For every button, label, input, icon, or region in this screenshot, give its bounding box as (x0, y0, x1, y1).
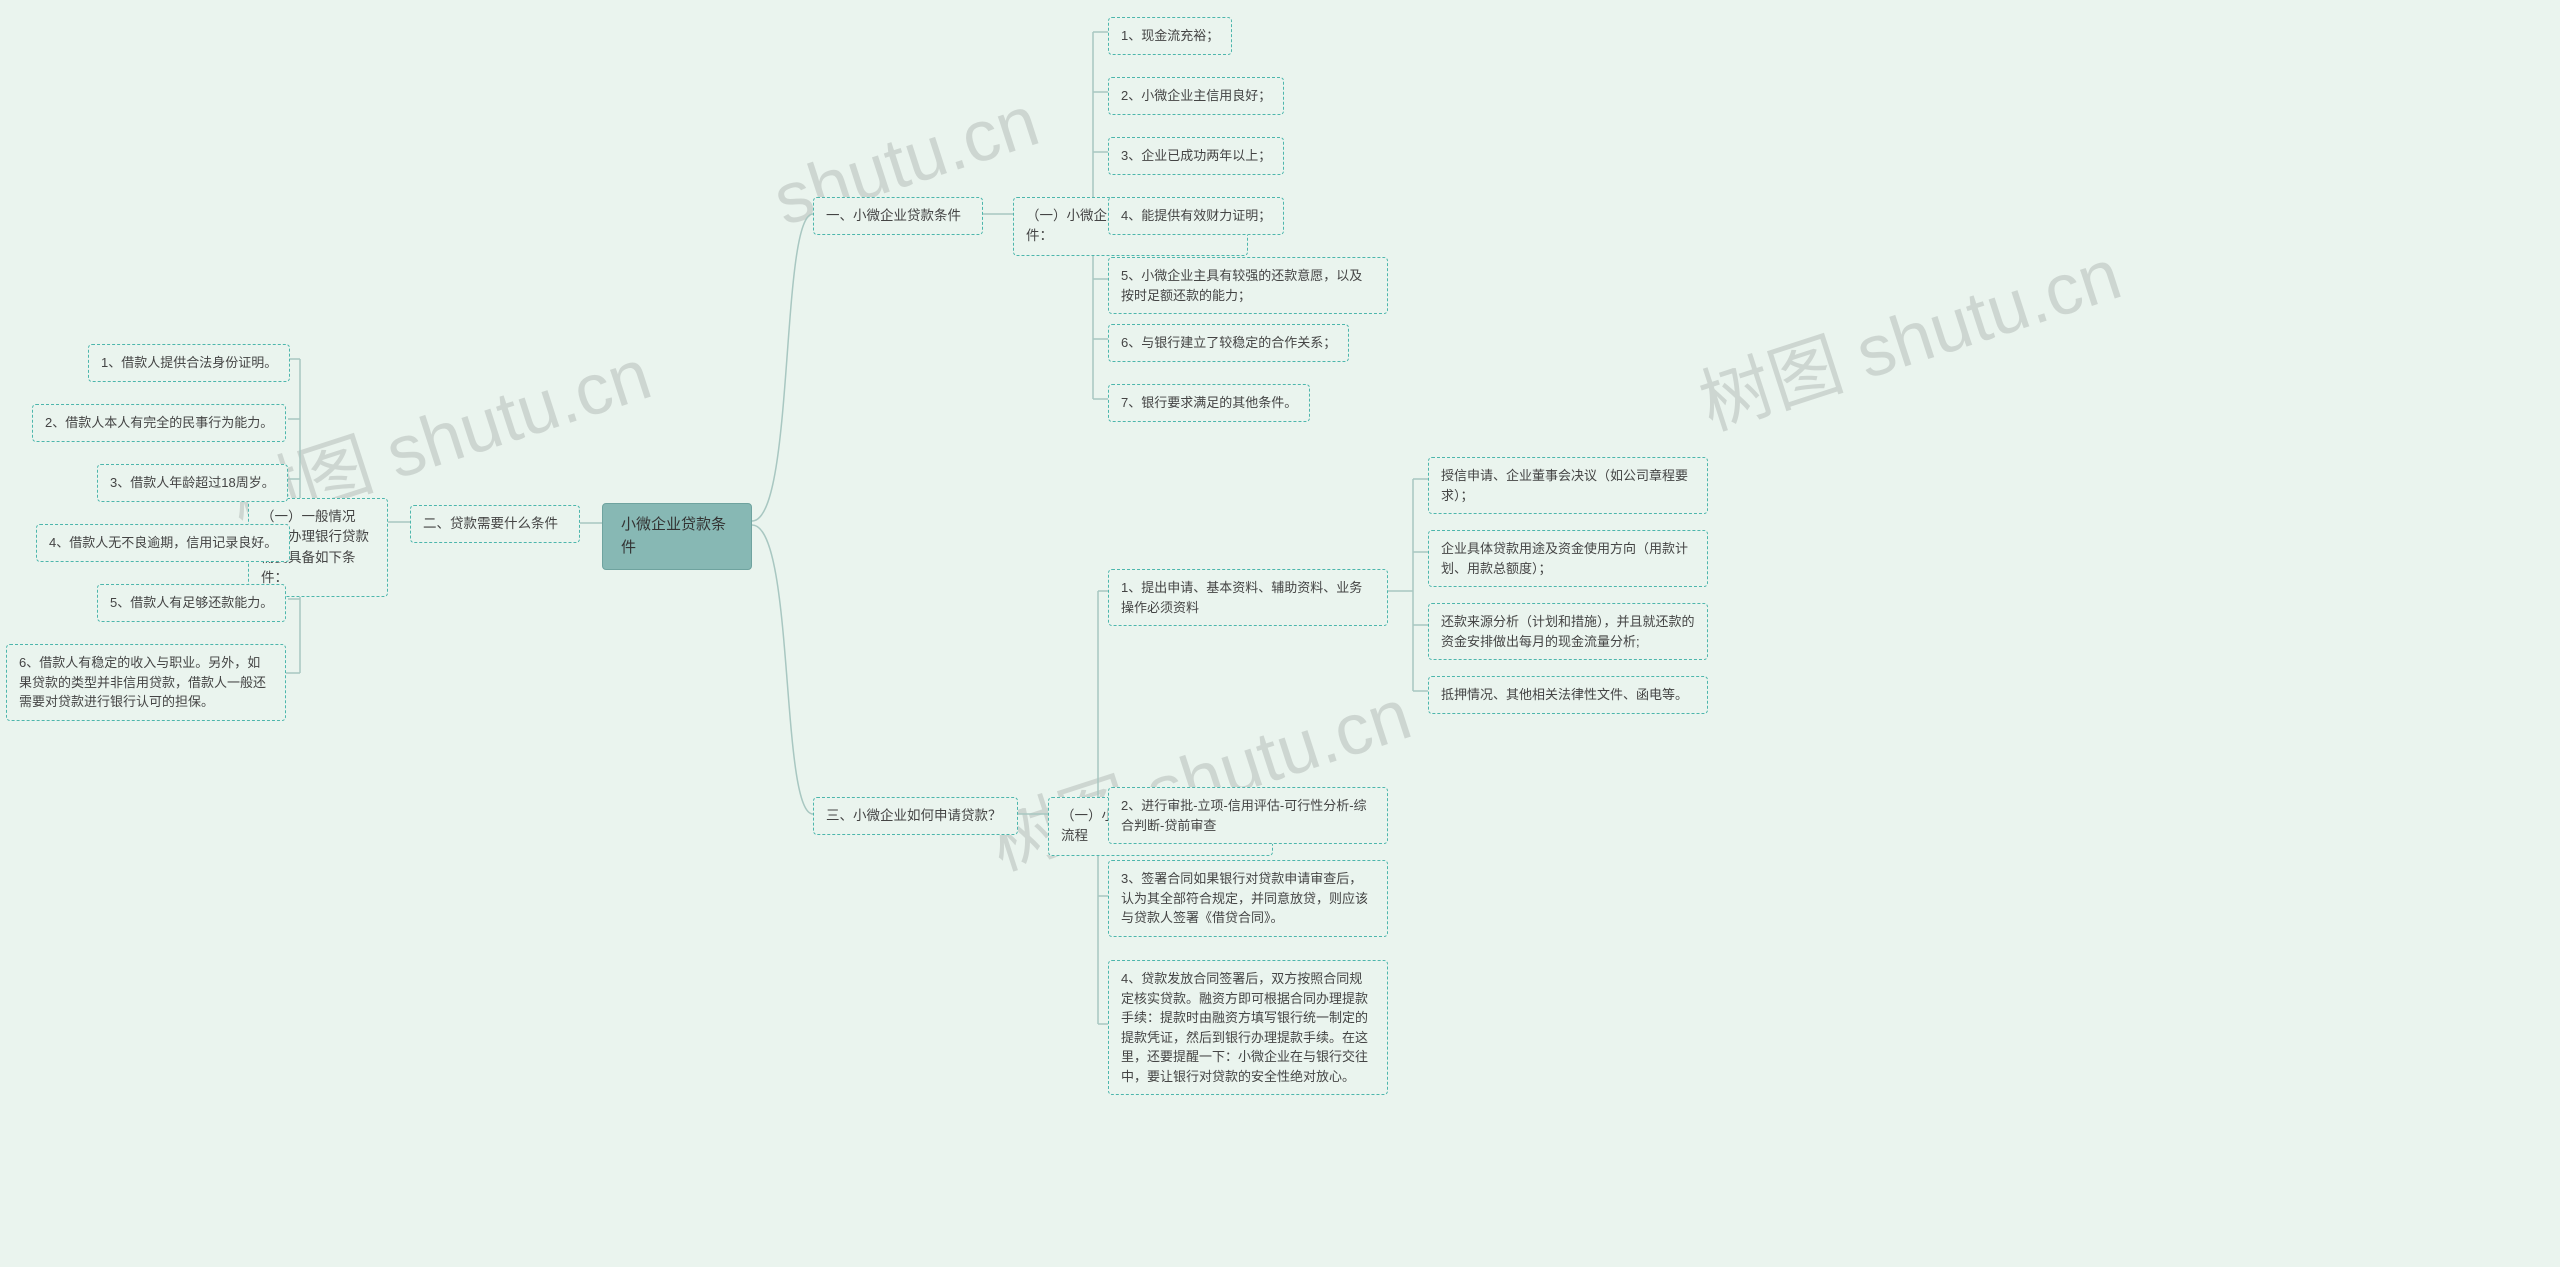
b2-leaf-2[interactable]: 2、借款人本人有完全的民事行为能力。 (32, 404, 286, 442)
b1-leaf-4[interactable]: 4、能提供有效财力证明； (1108, 197, 1284, 235)
branch-3[interactable]: 三、小微企业如何申请贷款？ (813, 797, 1018, 835)
b3-leaf-1[interactable]: 1、提出申请、基本资料、辅助资料、业务操作必须资料 (1108, 569, 1388, 626)
b2-leaf-4[interactable]: 4、借款人无不良逾期，信用记录良好。 (36, 524, 290, 562)
b3-leaf-3[interactable]: 3、签署合同如果银行对贷款申请审查后，认为其全部符合规定，并同意放贷，则应该与贷… (1108, 860, 1388, 937)
b3l1-child-4[interactable]: 抵押情况、其他相关法律性文件、函电等。 (1428, 676, 1708, 714)
branch-1[interactable]: 一、小微企业贷款条件 (813, 197, 983, 235)
b1-leaf-3[interactable]: 3、企业已成功两年以上； (1108, 137, 1284, 175)
b1-leaf-7[interactable]: 7、银行要求满足的其他条件。 (1108, 384, 1310, 422)
b2-leaf-6[interactable]: 6、借款人有稳定的收入与职业。另外，如果贷款的类型并非信用贷款，借款人一般还需要… (6, 644, 286, 721)
b3l1-child-3[interactable]: 还款来源分析（计划和措施），并且就还款的资金安排做出每月的现金流量分析; (1428, 603, 1708, 660)
b1-leaf-6[interactable]: 6、与银行建立了较稳定的合作关系； (1108, 324, 1349, 362)
b1-leaf-1[interactable]: 1、现金流充裕； (1108, 17, 1232, 55)
b3-leaf-4[interactable]: 4、贷款发放合同签署后，双方按照合同规定核实贷款。融资方即可根据合同办理提款手续… (1108, 960, 1388, 1095)
b2-leaf-5[interactable]: 5、借款人有足够还款能力。 (97, 584, 286, 622)
root-node[interactable]: 小微企业贷款条件 (602, 503, 752, 570)
b3l1-child-2[interactable]: 企业具体贷款用途及资金使用方向（用款计划、用款总额度）； (1428, 530, 1708, 587)
branch-2[interactable]: 二、贷款需要什么条件 (410, 505, 580, 543)
b2-leaf-1[interactable]: 1、借款人提供合法身份证明。 (88, 344, 290, 382)
b2-leaf-3[interactable]: 3、借款人年龄超过18周岁。 (97, 464, 288, 502)
b3l1-child-1[interactable]: 授信申请、企业董事会决议（如公司章程要求）； (1428, 457, 1708, 514)
b1-leaf-2[interactable]: 2、小微企业主信用良好； (1108, 77, 1284, 115)
b1-leaf-5[interactable]: 5、小微企业主具有较强的还款意愿，以及按时足额还款的能力； (1108, 257, 1388, 314)
b3-leaf-2[interactable]: 2、进行审批-立项-信用评估-可行性分析-综合判断-贷前审查 (1108, 787, 1388, 844)
